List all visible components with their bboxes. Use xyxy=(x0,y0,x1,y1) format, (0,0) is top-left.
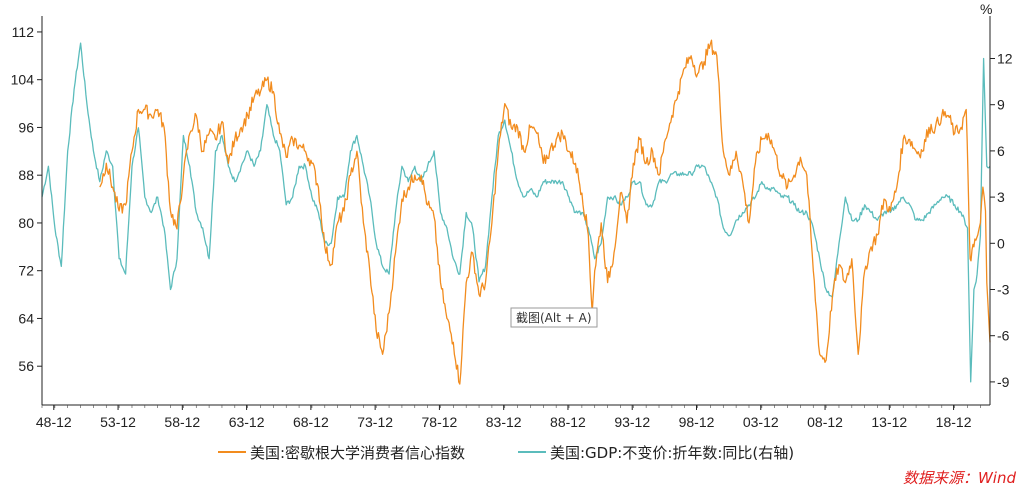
tooltip-box xyxy=(510,307,598,328)
right-tick-label: -9 xyxy=(997,374,1010,390)
left-tick-label: 80 xyxy=(18,215,34,231)
series-line-gdp-yoy xyxy=(41,42,991,383)
right-tick-label: 12 xyxy=(997,51,1013,67)
legend-label-gdp-yoy: 美国:GDP:不变价:折年数:同比(右轴) xyxy=(550,444,794,462)
legend: 美国:密歇根大学消费者信心指数 美国:GDP:不变价:折年数:同比(右轴) xyxy=(218,444,794,462)
right-tick-label: 6 xyxy=(997,143,1005,159)
left-tick-label: 96 xyxy=(18,119,34,135)
right-tick-label: 9 xyxy=(997,97,1005,113)
x-tick-label: 03-12 xyxy=(743,414,779,430)
left-tick-label: 72 xyxy=(18,263,34,279)
x-tick-label: 73-12 xyxy=(357,414,393,430)
left-tick-label: 88 xyxy=(18,167,34,183)
right-tick-label: 0 xyxy=(997,235,1005,251)
screenshot-tooltip: 截图(Alt + A) xyxy=(510,307,598,328)
x-tick-label: 83-12 xyxy=(486,414,522,430)
right-axis-unit-label: % xyxy=(980,1,992,17)
right-tick-label: -6 xyxy=(997,328,1010,344)
x-tick-label: 93-12 xyxy=(614,414,650,430)
source-note: 数据来源：Wind xyxy=(903,469,1017,487)
x-tick-label: 98-12 xyxy=(679,414,715,430)
right-y-axis: % -9 -6 -3 0 3 6 9 12 xyxy=(980,1,1013,405)
left-tick-label: 112 xyxy=(12,24,35,40)
right-tick-label: -3 xyxy=(997,282,1010,298)
x-axis: 48-12 53-12 58-12 63-12 68-12 73-12 78-12 83-12… xyxy=(36,404,990,430)
left-tick-label: 64 xyxy=(18,310,34,326)
x-tick-label: 58-12 xyxy=(164,414,200,430)
series-line-consumer-sentiment xyxy=(99,39,991,385)
x-tick-label: 68-12 xyxy=(293,414,329,430)
x-tick-label: 78-12 xyxy=(422,414,458,430)
x-tick-label: 48-12 xyxy=(36,414,72,430)
x-tick-label: 63-12 xyxy=(229,414,265,430)
plot-area xyxy=(41,39,991,385)
x-tick-label: 53-12 xyxy=(100,414,136,430)
x-tick-label: 13-12 xyxy=(871,414,907,430)
left-y-axis: 56 64 72 80 88 96 104 112 xyxy=(11,16,43,405)
x-tick-label: 18-12 xyxy=(936,414,972,430)
legend-label-consumer-sentiment: 美国:密歇根大学消费者信心指数 xyxy=(250,444,465,462)
tooltip-text: 截图(Alt + A) xyxy=(516,311,592,325)
left-tick-label: 104 xyxy=(11,72,35,88)
left-tick-label: 56 xyxy=(18,358,34,374)
right-tick-label: 3 xyxy=(997,189,1005,205)
x-tick-label: 88-12 xyxy=(550,414,586,430)
x-tick-label: 08-12 xyxy=(807,414,843,430)
